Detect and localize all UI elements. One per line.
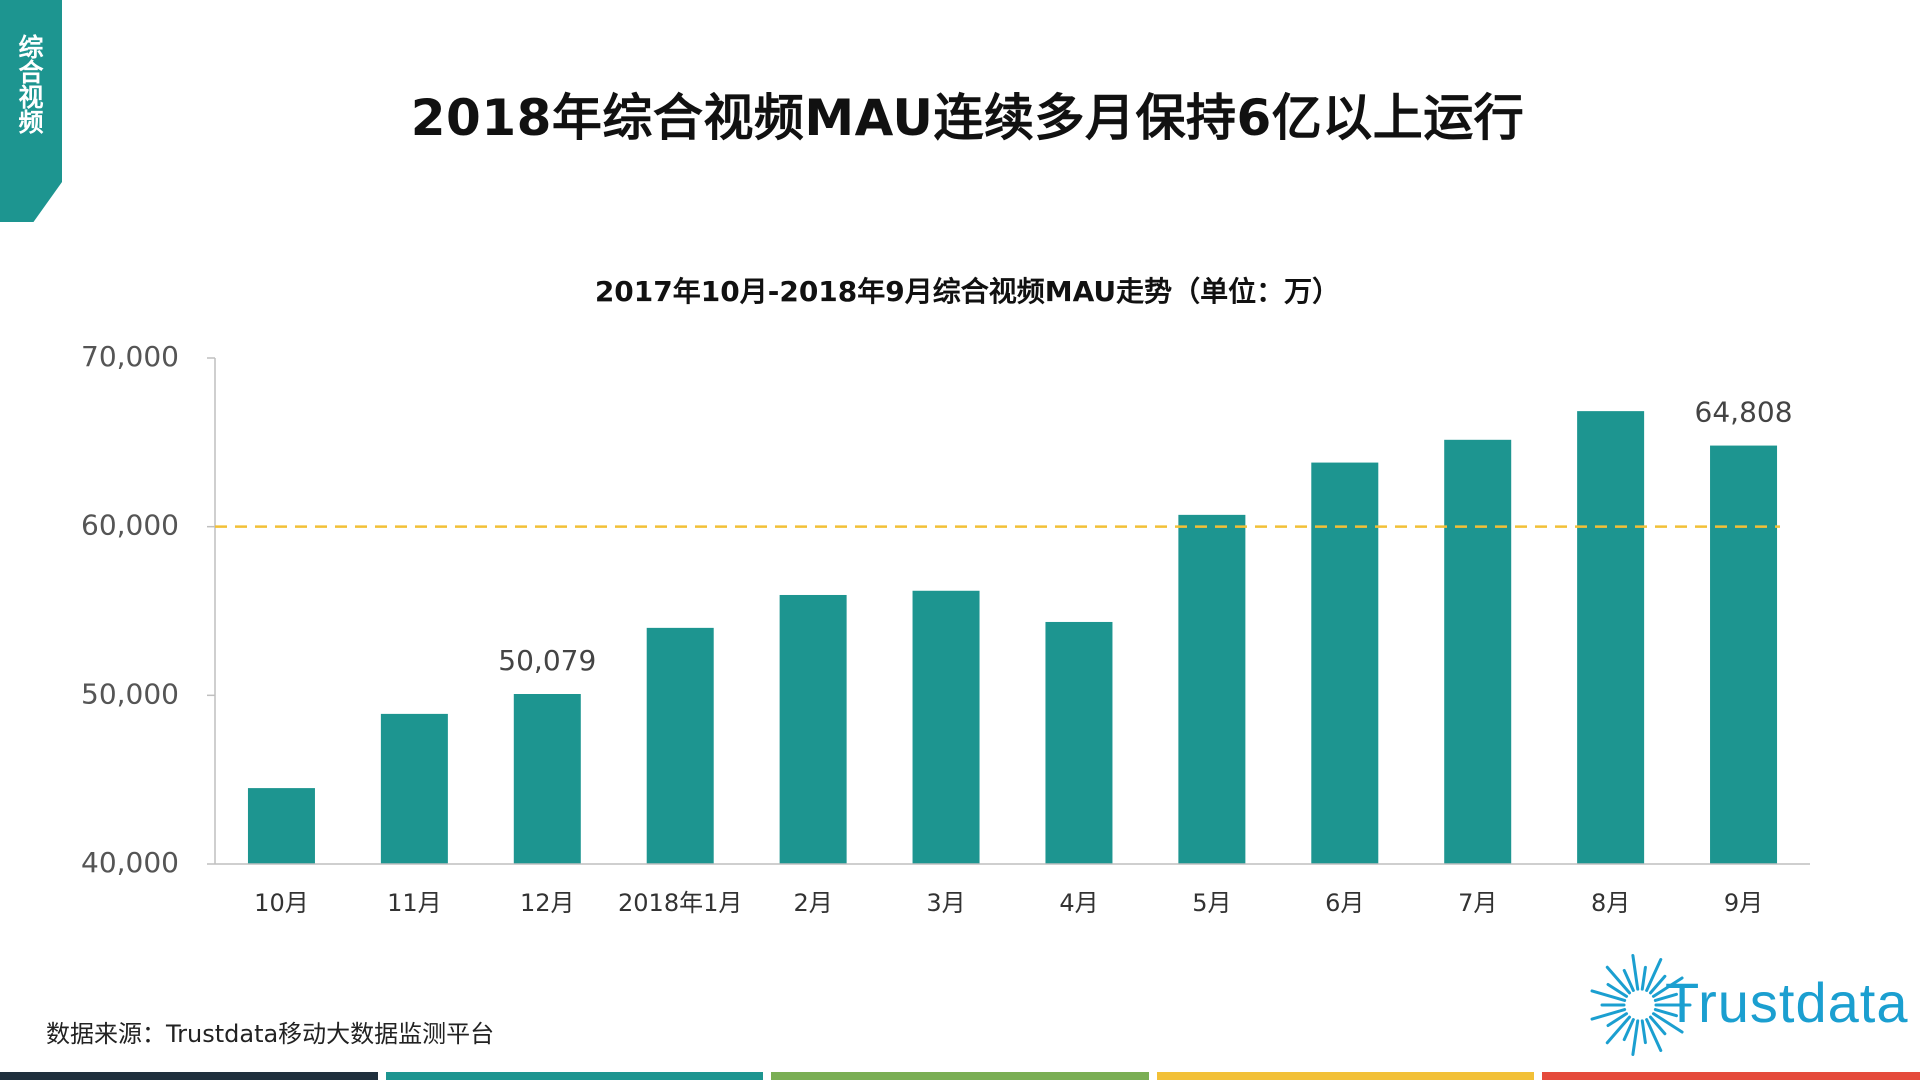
sunburst-ray (1622, 968, 1635, 992)
bar (247, 788, 315, 864)
sunburst-ray (1606, 1012, 1629, 1028)
sunburst-ray (1648, 974, 1667, 995)
x-tick-label: 2018年1月 (618, 889, 742, 917)
sunburst-ray (1622, 1018, 1635, 1042)
sunburst-ray (1590, 1008, 1627, 1021)
x-tick-label: 6月 (1325, 889, 1364, 917)
x-tick-label: 3月 (926, 889, 965, 917)
bar (1444, 439, 1512, 864)
section-tab-label: 综合视频 (15, 34, 44, 134)
bar (1178, 514, 1246, 864)
sunburst-icon (1590, 954, 1692, 1056)
x-tick-label: 2月 (793, 889, 832, 917)
sunburst-ray (1645, 1018, 1663, 1052)
section-tab: 综合视频 (0, 0, 62, 222)
bottom-stripes (0, 1072, 1920, 1080)
x-tick-label: 10月 (254, 889, 309, 917)
x-tick-label: 5月 (1192, 889, 1231, 917)
trustdata-logo: Trustdata (1585, 950, 1907, 1060)
bar (1045, 621, 1113, 864)
x-tick-label: 12月 (520, 889, 575, 917)
x-tick-label: 4月 (1059, 889, 1098, 917)
stripe-2 (385, 1072, 764, 1080)
data-label: 50,079 (498, 644, 596, 677)
sunburst-ray (1653, 1008, 1678, 1018)
x-tick-label: 11月 (387, 889, 442, 917)
stripe-5 (1542, 1072, 1920, 1080)
logo-text: Trustdata (1665, 971, 1909, 1034)
bar (1577, 411, 1645, 864)
x-tick-label: 8月 (1591, 889, 1630, 917)
y-tick-label: 50,000 (81, 677, 179, 710)
sunburst-ray (1640, 965, 1647, 991)
sunburst-ray (1605, 1015, 1632, 1045)
bar (912, 590, 980, 864)
sunburst-ray (1651, 976, 1684, 998)
bar (1311, 462, 1379, 864)
y-tick-label: 60,000 (81, 509, 179, 542)
stripe-1 (0, 1072, 378, 1080)
sunburst-ray (1653, 992, 1678, 1002)
sunburst-ray (1640, 1019, 1647, 1045)
x-tick-label: 7月 (1458, 889, 1497, 917)
sunburst-ray (1606, 982, 1629, 998)
sunburst-ray (1605, 965, 1632, 995)
y-tick-label: 40,000 (81, 846, 179, 879)
bar (1710, 445, 1778, 864)
bar (513, 694, 581, 864)
chart-title: 2017年10月-2018年9月综合视频MAU走势（单位：万） (594, 275, 1341, 308)
sunburst-ray (1651, 1012, 1684, 1034)
bar (779, 594, 847, 864)
source-note: 数据来源：Trustdata移动大数据监测平台 (46, 1020, 495, 1048)
data-label: 64,808 (1695, 396, 1793, 429)
stripe-3 (771, 1072, 1149, 1080)
sunburst-ray (1590, 989, 1627, 1002)
x-tick-label: 9月 (1724, 889, 1763, 917)
page-title: 2018年综合视频MAU连续多月保持6亿以上运行 (410, 89, 1525, 147)
sunburst-ray (1648, 1015, 1667, 1036)
sunburst-ray (1645, 958, 1663, 992)
y-tick-label: 70,000 (81, 340, 179, 373)
sunburst-ray (1631, 1019, 1640, 1056)
bar (380, 713, 448, 864)
bar (646, 627, 714, 864)
stripe-4 (1156, 1072, 1535, 1080)
sunburst-ray (1631, 954, 1640, 991)
